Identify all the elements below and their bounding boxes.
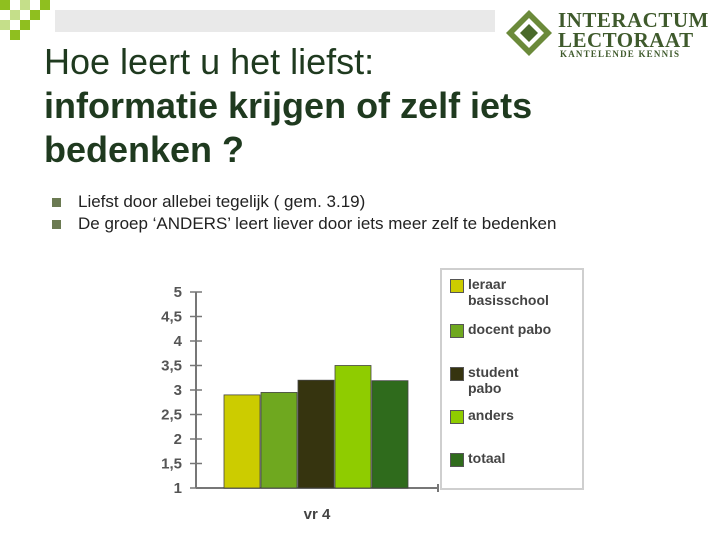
page-title: Hoe leert u het liefst: informatie krijg…: [44, 40, 644, 172]
x-category-label: vr 4: [304, 506, 331, 523]
y-tick-label: 5: [174, 284, 182, 301]
bullet-item: Liefst door allebei tegelijk ( gem. 3.19…: [50, 192, 590, 212]
diamond-logo-icon: [506, 10, 552, 56]
logo-line-2: LECTORAAT: [558, 28, 694, 52]
bar-anders: [334, 365, 372, 489]
bar-leraar-basisschool: [223, 394, 261, 489]
decorative-squares: [0, 0, 495, 40]
bullet-list: Liefst door allebei tegelijk ( gem. 3.19…: [50, 192, 590, 236]
square-bullet-icon: [52, 220, 61, 229]
y-tick-label: 1: [174, 480, 182, 497]
legend-swatch: [450, 279, 464, 293]
bar-chart: 1 1,5 2 2,5 3 3,5 4 4,5 5 vr 4: [161, 284, 439, 523]
title-line-1: Hoe leert u het liefst:: [44, 41, 375, 82]
title-line-2: informatie krijgen of zelf iets bedenken…: [44, 85, 533, 170]
interactum-logo: INTERACTUM LECTORAAT KANTELENDE KENNIS: [500, 6, 715, 59]
legend-label: anders: [468, 407, 514, 423]
y-tick-label: 3: [174, 382, 182, 399]
y-tick-label: 4,5: [161, 309, 182, 326]
legend-swatch: [450, 453, 464, 467]
chart-legend: leraar basisschool docent pabo student pab…: [440, 268, 584, 490]
y-tick-label: 3,5: [161, 358, 182, 375]
legend-swatch: [450, 324, 464, 338]
y-tick-label: 1,5: [161, 456, 182, 473]
bullet-text: Liefst door allebei tegelijk ( gem. 3.19…: [78, 192, 366, 211]
logo-line-1: INTERACTUM: [558, 8, 709, 32]
bar-totaal: [371, 380, 409, 489]
y-tick-label: 4: [174, 333, 183, 350]
legend-label: leraar basisschool: [468, 276, 549, 308]
logo-tagline: KANTELENDE KENNIS: [560, 49, 681, 59]
legend-label: totaal: [468, 450, 506, 466]
y-tick-label: 2: [174, 431, 182, 448]
legend-label: student pabo: [468, 364, 519, 396]
legend-swatch: [450, 367, 464, 381]
square-bullet-icon: [52, 198, 61, 207]
bar-docent-pabo: [260, 392, 298, 489]
legend-label: docent pabo: [468, 321, 552, 337]
legend-swatch: [450, 410, 464, 424]
bar-student-pabo: [297, 379, 335, 489]
y-tick-label: 2,5: [161, 407, 182, 424]
bullet-item: De groep ‘ANDERS’ leert liever door iets…: [50, 214, 590, 234]
bullet-text: De groep ‘ANDERS’ leert liever door iets…: [78, 214, 557, 233]
